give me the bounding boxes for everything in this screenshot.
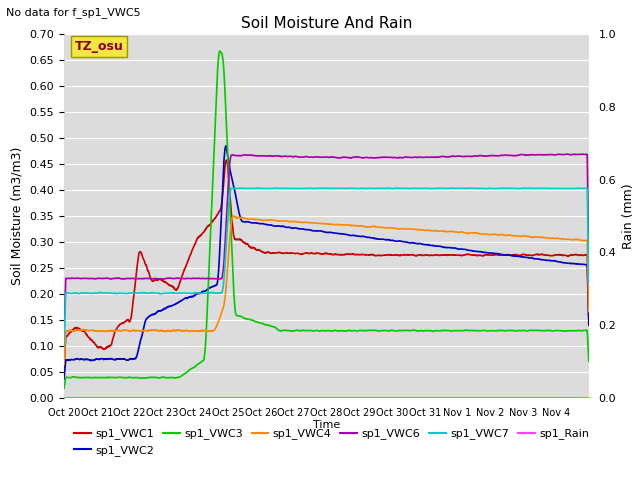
Y-axis label: Rain (mm): Rain (mm): [622, 183, 635, 249]
X-axis label: Time: Time: [313, 420, 340, 430]
Legend: sp1_VWC1, sp1_VWC2, sp1_VWC3, sp1_VWC4, sp1_VWC6, sp1_VWC7, sp1_Rain: sp1_VWC1, sp1_VWC2, sp1_VWC3, sp1_VWC4, …: [70, 424, 594, 460]
Text: TZ_osu: TZ_osu: [74, 40, 124, 53]
Y-axis label: Soil Moisture (m3/m3): Soil Moisture (m3/m3): [11, 147, 24, 285]
Title: Soil Moisture And Rain: Soil Moisture And Rain: [241, 16, 412, 31]
Text: No data for f_sp1_VWC5: No data for f_sp1_VWC5: [6, 7, 141, 18]
